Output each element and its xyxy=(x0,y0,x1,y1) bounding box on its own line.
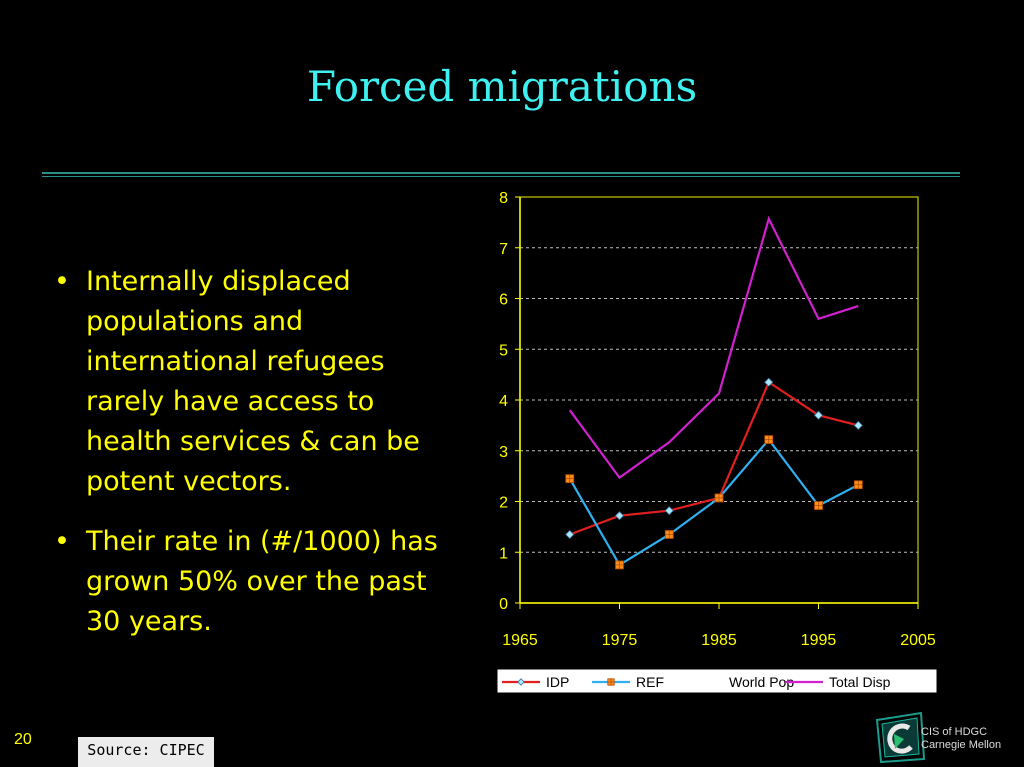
x-tick-label: 1985 xyxy=(701,632,737,649)
bullet-list: • Internally displaced populations and i… xyxy=(52,262,462,662)
legend-item: World Pop xyxy=(729,674,794,690)
bullet-marker: • xyxy=(54,526,70,557)
y-tick-label: 3 xyxy=(499,444,508,461)
legend-item: IDP xyxy=(502,674,569,690)
legend-item: REF xyxy=(592,674,664,690)
y-tick-label: 1 xyxy=(499,545,508,562)
legend-label: World Pop xyxy=(729,674,794,690)
legend-box xyxy=(496,668,938,694)
logo-text: CIS of HDGC Carnegie Mellon xyxy=(921,726,1001,752)
cis-logo-icon xyxy=(875,711,926,764)
slide-number: 20 xyxy=(14,731,32,748)
bullet-text: Internally displaced populations and int… xyxy=(86,266,420,497)
legend-label: Total Disp xyxy=(829,674,891,690)
data-point-diamond xyxy=(853,420,863,430)
x-tick-label: 1975 xyxy=(602,632,638,649)
data-point-diamond xyxy=(664,506,674,516)
legend-item: Total Disp xyxy=(785,674,891,690)
y-tick-label: 2 xyxy=(499,495,508,512)
slide-title: Forced migrations xyxy=(306,62,698,111)
series-line xyxy=(569,380,859,536)
series-total-disp xyxy=(568,215,859,480)
data-point-diamond xyxy=(813,410,824,420)
y-tick-label: 8 xyxy=(499,190,508,207)
line-chart: 0 1 2 3 4 5 6 7 8 1965 1975 1985 1995 2005 IDP REF World… xyxy=(496,190,938,694)
data-point-diamond xyxy=(565,529,575,540)
x-tick-label: 1995 xyxy=(801,632,837,649)
title-divider-line xyxy=(42,172,960,174)
series-line xyxy=(568,215,859,480)
bullet-text: Their rate in (#/1000) has grown 50% ove… xyxy=(86,526,438,637)
series-idp xyxy=(565,377,863,540)
x-tick-label: 1965 xyxy=(502,632,538,649)
bullet-item: • Internally displaced populations and i… xyxy=(52,262,462,502)
series-ref xyxy=(565,435,863,570)
data-point-diamond xyxy=(614,511,625,521)
legend-label: IDP xyxy=(546,674,569,690)
chart-legend: IDP REF World Pop Total Disp xyxy=(496,668,938,694)
bullet-marker: • xyxy=(54,266,70,297)
y-tick-label: 6 xyxy=(499,292,508,309)
source-note: Source: CIPEC xyxy=(78,737,214,767)
y-tick-label: 5 xyxy=(499,342,508,359)
y-tick-label: 0 xyxy=(499,596,508,613)
logo-line: CIS of HDGC xyxy=(921,726,988,738)
bullet-item: • Their rate in (#/1000) has grown 50% o… xyxy=(52,522,462,642)
data-point-diamond xyxy=(764,377,774,387)
x-tick-label: 2005 xyxy=(900,632,936,649)
data-point-diamond xyxy=(517,678,525,686)
title-divider-line-thin xyxy=(42,176,960,177)
legend-label: REF xyxy=(636,674,664,690)
y-tick-label: 4 xyxy=(499,393,508,410)
y-tick-label: 7 xyxy=(499,241,508,258)
logo-line: Carnegie Mellon xyxy=(921,739,1002,751)
